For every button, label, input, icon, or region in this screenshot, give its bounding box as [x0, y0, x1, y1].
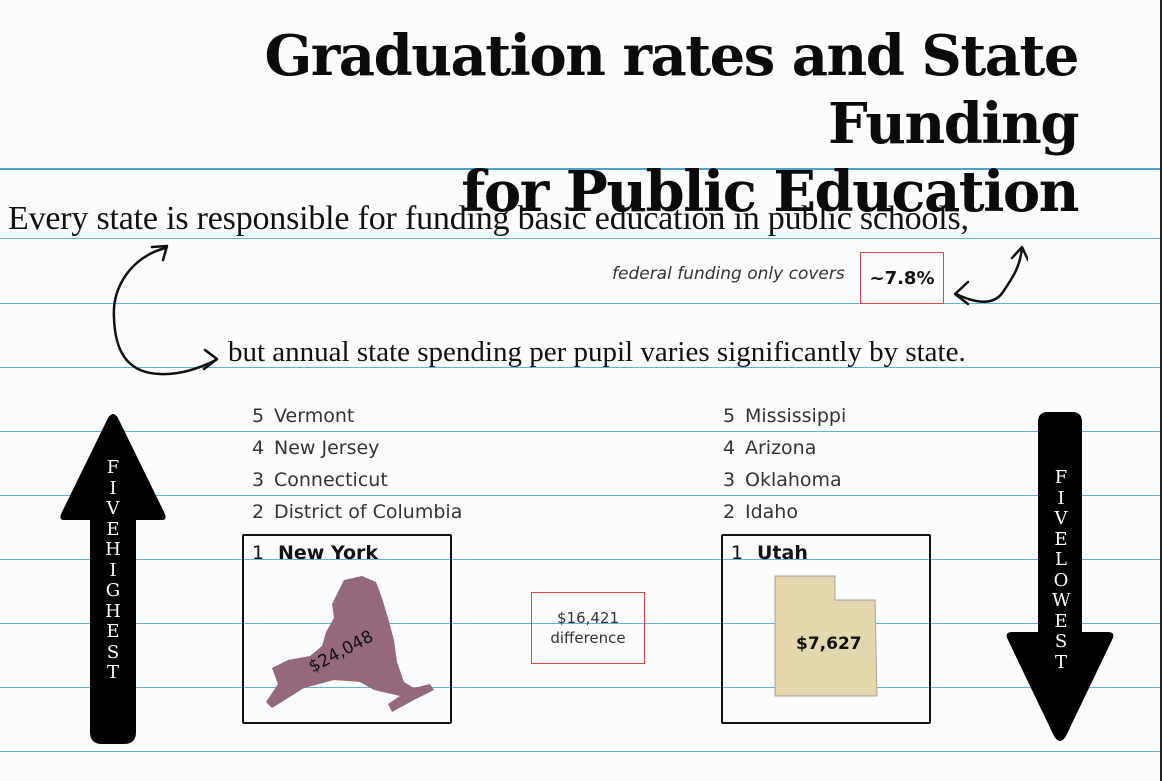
page-edge [1160, 0, 1162, 781]
difference-amount: $16,421 [556, 609, 620, 627]
rank-number: 3 [723, 469, 736, 491]
notebook-rule [0, 367, 1162, 368]
state-name: Vermont [274, 405, 355, 427]
notebook-rule [0, 559, 1162, 560]
curved-arrow-icon [953, 245, 1028, 306]
rank-number: 1 [252, 542, 265, 564]
rank-number: 4 [723, 437, 736, 459]
top-state-title: 1 Utah [731, 542, 808, 564]
lowest-rank-4: 4 Arizona [723, 437, 816, 459]
federal-funding-value: ~7.8% [860, 252, 944, 304]
top-state-frame-lowest: 1 Utah $7,627 [721, 534, 931, 724]
state-name: Idaho [745, 501, 798, 523]
new-york-map-icon [266, 576, 434, 712]
highest-rank-5: 5 Vermont [252, 405, 354, 427]
utah-map-icon [774, 575, 878, 697]
rank-number: 2 [252, 501, 265, 523]
rank-number: 5 [723, 405, 736, 427]
notebook-rule [0, 431, 1162, 432]
state-name: New Jersey [274, 437, 380, 459]
notebook-rule [0, 687, 1162, 688]
spending-text: but annual state spending per pupil vari… [228, 336, 966, 368]
highest-rank-4: 4 New Jersey [252, 437, 379, 459]
utah-shape [774, 575, 878, 697]
title-line-1: Graduation rates and State Funding [264, 23, 1079, 157]
state-name: Connecticut [274, 469, 388, 491]
lowest-rank-2: 2 Idaho [723, 501, 798, 523]
title-line-2: for Public Education [461, 159, 1079, 225]
state-name: Mississippi [745, 405, 847, 427]
lowest-rank-5: 5 Mississippi [723, 405, 846, 427]
top-state-title: 1 New York [252, 542, 378, 564]
rank-number: 1 [731, 542, 744, 564]
state-name: New York [278, 542, 379, 564]
difference-label: difference [550, 629, 626, 647]
new-york-shape [266, 576, 434, 712]
page-title: Graduation rates and State Funding for P… [78, 22, 1079, 226]
top-state-frame-highest: 1 New York $24,048 [242, 534, 452, 724]
down-arrow-icon [1006, 412, 1114, 741]
state-name: Oklahoma [745, 469, 842, 491]
difference-box: $16,421 difference [531, 592, 645, 664]
state-name: Utah [757, 542, 808, 564]
intro-text: Every state is responsible for funding b… [8, 200, 969, 237]
rank-number: 5 [252, 405, 265, 427]
top-state-amount: $7,627 [796, 634, 862, 654]
highest-rank-3: 3 Connecticut [252, 469, 388, 491]
notebook-rule [0, 495, 1162, 496]
highest-rank-2: 2 District of Columbia [252, 501, 462, 523]
notebook-rule [0, 303, 1162, 304]
lowest-rank-3: 3 Oklahoma [723, 469, 842, 491]
federal-funding-label: federal funding only covers [612, 264, 845, 284]
title-rule [0, 168, 1162, 170]
up-arrow-icon [60, 414, 166, 744]
notebook-rule [0, 751, 1162, 752]
curved-arrow-icon [112, 244, 219, 376]
state-name: District of Columbia [274, 501, 463, 523]
rank-number: 4 [252, 437, 265, 459]
rank-number: 2 [723, 501, 736, 523]
notebook-rule [0, 623, 1162, 624]
notebook-rule [0, 238, 1162, 239]
state-name: Arizona [745, 437, 817, 459]
rank-number: 3 [252, 469, 265, 491]
